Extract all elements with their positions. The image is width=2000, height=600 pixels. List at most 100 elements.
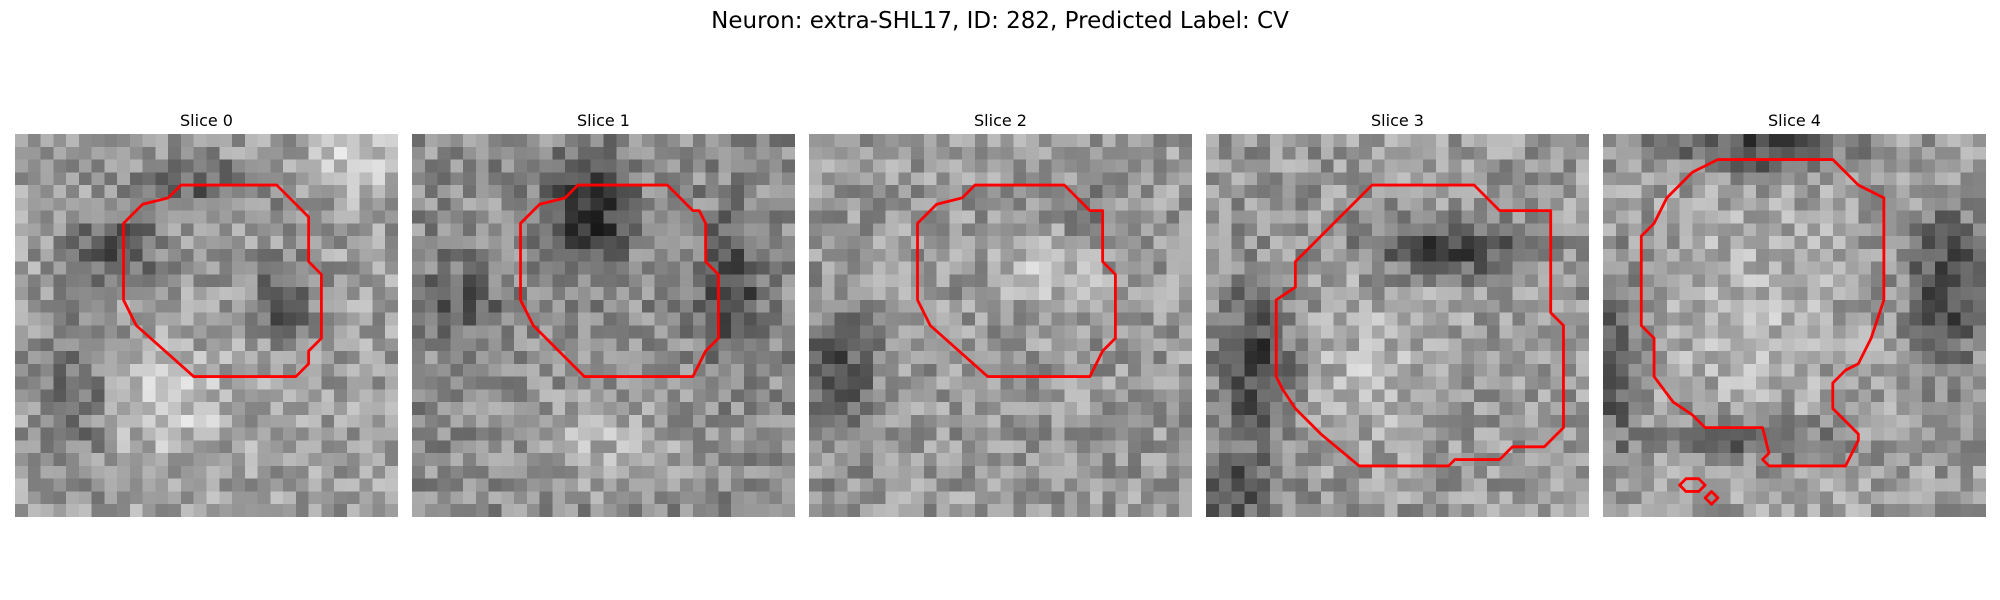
image-pixel [1000, 159, 1014, 173]
image-pixel [219, 363, 233, 377]
image-pixel [1128, 172, 1142, 186]
image-pixel [1218, 440, 1232, 454]
image-pixel [1166, 248, 1180, 262]
image-pixel [437, 134, 451, 148]
image-pixel [1679, 504, 1693, 517]
image-pixel [206, 210, 220, 224]
image-pixel [539, 185, 553, 199]
image-pixel [860, 274, 874, 288]
image-pixel [1257, 325, 1271, 339]
image-pixel [1641, 185, 1655, 199]
image-pixel [219, 274, 233, 288]
image-pixel [168, 146, 182, 160]
image-pixel [1550, 146, 1564, 160]
image-pixel [1218, 299, 1232, 313]
image-pixel [424, 172, 438, 186]
image-pixel [885, 491, 899, 505]
image-pixel [295, 185, 309, 199]
image-pixel [654, 210, 668, 224]
image-pixel [450, 465, 464, 479]
image-pixel [1909, 172, 1923, 186]
image-pixel [501, 491, 515, 505]
image-pixel [1820, 159, 1834, 173]
image-pixel [898, 299, 912, 313]
image-pixel [1051, 504, 1065, 517]
image-pixel [1794, 427, 1808, 441]
image-pixel [1730, 223, 1744, 237]
image-pixel [552, 402, 566, 416]
image-pixel [872, 389, 886, 403]
image-pixel [1333, 453, 1347, 467]
image-pixel [898, 236, 912, 250]
image-pixel [834, 274, 848, 288]
image-pixel [1550, 185, 1564, 199]
image-pixel [809, 414, 823, 428]
image-pixel [244, 414, 258, 428]
image-pixel [475, 312, 489, 326]
image-pixel [53, 440, 67, 454]
image-pixel [66, 287, 80, 301]
image-pixel [1499, 134, 1513, 148]
image-pixel [1537, 274, 1551, 288]
image-pixel [1576, 376, 1589, 390]
image-pixel [257, 376, 271, 390]
image-pixel [53, 223, 67, 237]
image-pixel [936, 159, 950, 173]
image-pixel [1051, 465, 1065, 479]
image-pixel [1435, 210, 1449, 224]
image-pixel [1257, 223, 1271, 237]
image-pixel [180, 172, 194, 186]
image-pixel [1947, 274, 1961, 288]
image-pixel [232, 440, 246, 454]
image-pixel [1743, 197, 1757, 211]
image-pixel [1537, 210, 1551, 224]
image-pixel [385, 197, 398, 211]
image-pixel [1423, 197, 1437, 211]
image-pixel [629, 261, 643, 275]
image-pixel [488, 236, 502, 250]
image-pixel [232, 134, 246, 148]
image-pixel [911, 376, 925, 390]
image-pixel [1448, 223, 1462, 237]
image-pixel [923, 185, 937, 199]
image-pixel [1525, 261, 1539, 275]
image-pixel [1973, 223, 1986, 237]
image-pixel [731, 376, 745, 390]
image-pixel [782, 414, 795, 428]
image-pixel [1973, 261, 1986, 275]
image-pixel [1768, 261, 1782, 275]
image-pixel [244, 427, 258, 441]
image-pixel [412, 478, 426, 492]
image-pixel [450, 504, 464, 517]
image-pixel [834, 338, 848, 352]
image-pixel [1218, 402, 1232, 416]
image-pixel [1320, 402, 1334, 416]
image-pixel [603, 172, 617, 186]
image-pixel [847, 172, 861, 186]
image-pixel [180, 248, 194, 262]
image-pixel [1641, 210, 1655, 224]
image-pixel [270, 134, 284, 148]
image-pixel [168, 478, 182, 492]
image-pixel [1883, 223, 1897, 237]
image-pixel [1435, 197, 1449, 211]
image-pixel [437, 478, 451, 492]
image-pixel [847, 491, 861, 505]
image-pixel [142, 440, 156, 454]
image-pixel [898, 261, 912, 275]
image-pixel [898, 159, 912, 173]
image-pixel [1832, 287, 1846, 301]
image-pixel [1333, 172, 1347, 186]
image-pixel [1794, 491, 1808, 505]
image-pixel [412, 312, 426, 326]
image-pixel [603, 427, 617, 441]
image-pixel [936, 274, 950, 288]
image-pixel [142, 465, 156, 479]
image-pixel [1973, 453, 1986, 467]
image-pixel [1883, 440, 1897, 454]
image-pixel [372, 146, 386, 160]
image-pixel [667, 389, 681, 403]
image-pixel [1794, 504, 1808, 517]
image-pixel [962, 427, 976, 441]
image-pixel [232, 236, 246, 250]
